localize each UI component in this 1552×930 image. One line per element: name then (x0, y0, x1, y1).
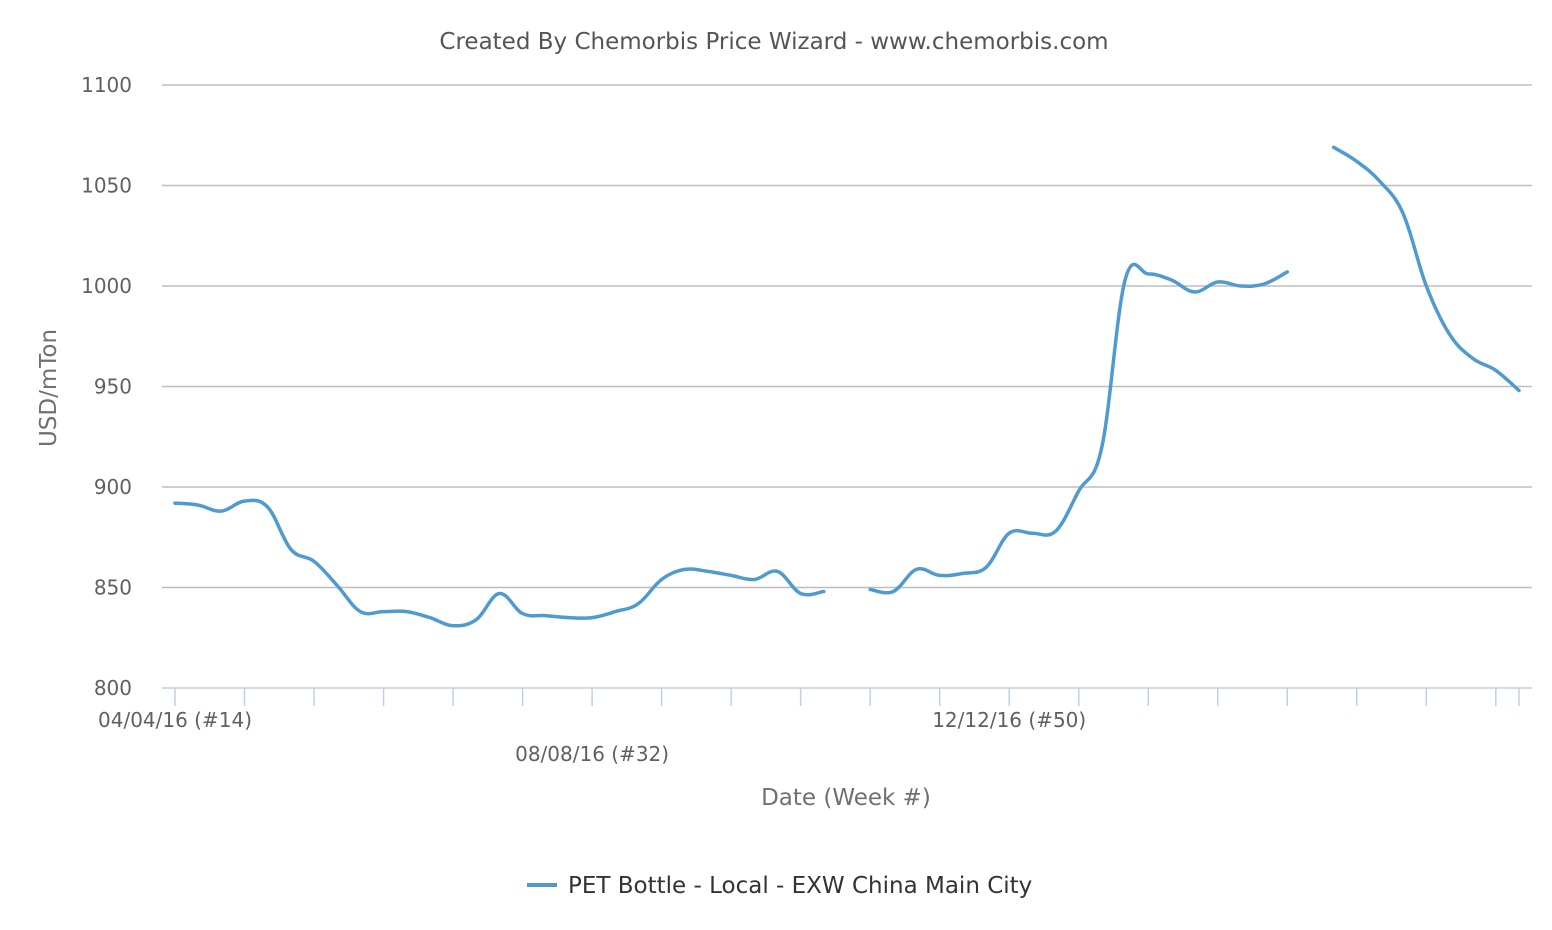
y-tick-label: 1050 (81, 174, 132, 198)
gridlines (162, 84, 1532, 589)
series-line-segment[interactable] (1331, 145, 1521, 393)
series-lines (173, 145, 1521, 628)
x-tick-label: 04/04/16 (#14) (98, 708, 252, 732)
x-tick-label: 12/12/16 (#50) (932, 708, 1086, 732)
y-tick-label: 850 (94, 576, 132, 600)
legend-label: PET Bottle - Local - EXW China Main City (568, 873, 1032, 899)
y-tick-label: 1100 (81, 73, 132, 97)
series-line-segment[interactable] (868, 262, 1290, 595)
x-axis-ticks (174, 688, 1520, 706)
y-tick-label: 1000 (81, 274, 132, 298)
y-tick-label: 800 (94, 676, 132, 700)
x-tick-label: 08/08/16 (#32) (515, 742, 669, 766)
legend[interactable]: PET Bottle - Local - EXW China Main City (527, 873, 1032, 899)
y-axis-ticks: 800 850 900 950 1000 1050 1100 (81, 73, 132, 700)
y-axis-title: USD/mTon (36, 329, 62, 447)
chart-title: Created By Chemorbis Price Wizard - www.… (439, 29, 1108, 55)
y-tick-label: 950 (94, 375, 132, 399)
series-line-segment[interactable] (173, 498, 826, 628)
y-tick-label: 900 (94, 475, 132, 499)
x-axis-title: Date (Week #) (761, 785, 931, 811)
x-axis-tick-labels: 04/04/16 (#14) 08/08/16 (#32) 12/12/16 (#5… (98, 708, 1086, 766)
